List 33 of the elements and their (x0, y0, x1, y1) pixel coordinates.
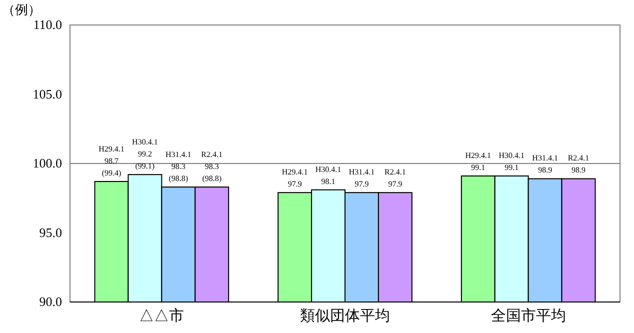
y-tick-label: 105.0 (32, 86, 62, 102)
data-label: 97.9 (354, 180, 369, 189)
data-label: 98.9 (572, 166, 586, 175)
series-label: H29.4.1 (282, 168, 308, 177)
series-label: H30.4.1 (315, 164, 342, 174)
y-tick-label: 95.0 (39, 224, 62, 240)
x-tick-label: 全国市平均 (490, 308, 566, 325)
text: H29.4.1 (98, 144, 124, 154)
data-label: 98.1 (321, 176, 336, 186)
series-label: H31.4.1 (348, 168, 375, 177)
x-tick-label: △△市 (139, 308, 184, 325)
text: H31.4.1 (166, 150, 192, 160)
series-label: R2.4.1 (384, 168, 406, 177)
y-tick-label: 100.0 (32, 156, 62, 171)
text: H30.4.1 (132, 138, 158, 147)
y-axis-title: （例） (2, 2, 41, 17)
text: H31.4.1 (532, 154, 558, 163)
data-label: 98.3 (98.8) (202, 162, 222, 184)
text: R2.4.1 (568, 154, 590, 163)
data-label: 99.1 (471, 162, 486, 172)
data-label: 98.9 (538, 166, 552, 175)
data-label: 99.1 (504, 162, 519, 172)
data-label: 98.7 (99.4) (102, 156, 122, 178)
text: H29.4.1 (465, 150, 492, 160)
data-label: 99.2 (99.1) (135, 150, 155, 171)
data-label: 97.9 (288, 180, 302, 189)
x-tick-label: 類似団体平均 (300, 308, 390, 325)
data-label: 97.9 (388, 180, 402, 189)
data-label: 98.3 (98.8) (168, 162, 188, 184)
y-tick-label: 110.0 (33, 17, 62, 32)
text: R2.4.1 (201, 150, 223, 160)
y-tick-label: 90.0 (39, 294, 62, 310)
text: H30.4.1 (498, 150, 524, 160)
